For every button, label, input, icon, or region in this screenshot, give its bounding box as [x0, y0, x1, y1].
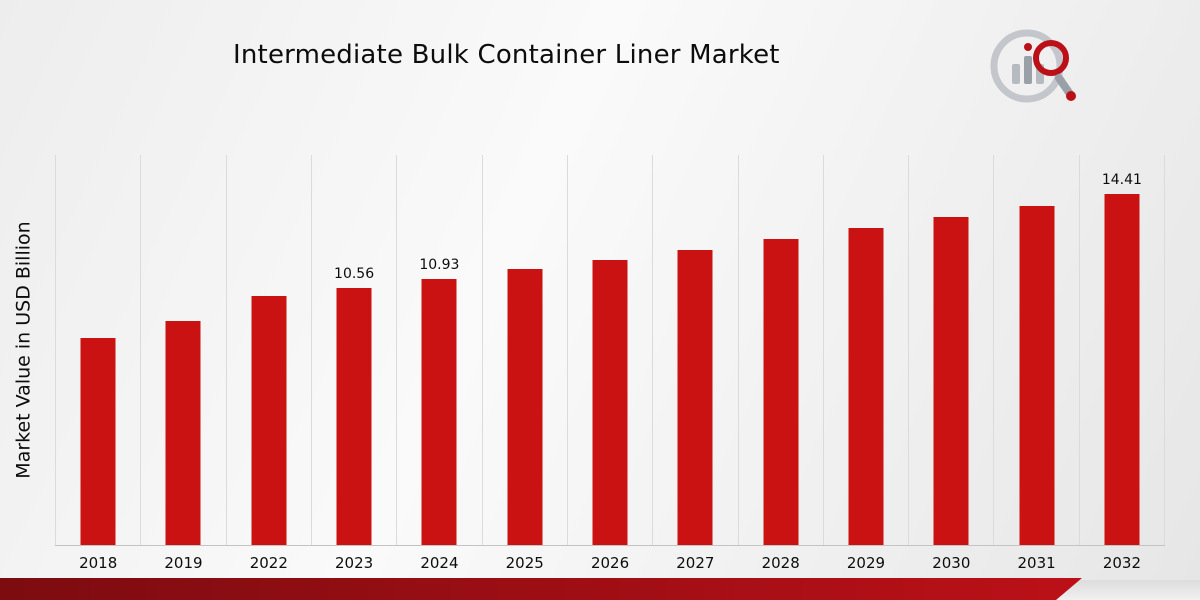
bar-column-2024: 10.93 2024: [396, 155, 481, 572]
y-axis-label-wrap: Market Value in USD Billion: [0, 155, 48, 545]
bar-2023: [336, 287, 372, 545]
bar-2032: [1104, 193, 1140, 545]
bar-2018: [80, 337, 116, 545]
bar-column-2028: 2028: [737, 155, 823, 572]
bar-2027: [677, 249, 713, 545]
bar-value-label-2032: 14.41: [1101, 171, 1142, 188]
x-tick-2032: 2032: [1102, 554, 1141, 572]
x-tick-2023: 2023: [335, 554, 374, 572]
footer-ribbon-red: [0, 578, 1082, 600]
bar-column-2030: 2030: [908, 155, 993, 572]
bar-2024: [421, 278, 457, 545]
x-tick-2025: 2025: [505, 554, 544, 572]
bar-2029: [848, 228, 884, 545]
bar-column-2022: 2022: [225, 155, 311, 572]
x-tick-2022: 2022: [249, 554, 288, 572]
bar-column-2029: 2029: [822, 155, 908, 572]
plot-area: 2018 2019 2022 10.56 2023 10.93 2024 2025 2026 20…: [55, 155, 1166, 572]
bar-2031: [1019, 205, 1055, 545]
bar-2028: [763, 239, 799, 545]
bar-2026: [592, 259, 628, 545]
bar-2022: [251, 296, 287, 545]
bar-column-2031: 2031: [993, 155, 1078, 572]
bar-column-2018: 2018: [55, 155, 140, 572]
x-tick-2030: 2030: [932, 554, 971, 572]
bar-2025: [507, 269, 543, 545]
bar-column-2023: 10.56 2023: [310, 155, 396, 572]
bar-column-2027: 2027: [652, 155, 737, 572]
bar-column-2026: 2026: [566, 155, 652, 572]
x-tick-2019: 2019: [164, 554, 203, 572]
x-tick-2029: 2029: [846, 554, 886, 572]
magnifier-bars-logo-icon: [990, 29, 1076, 103]
bar-column-2025: 2025: [481, 155, 567, 572]
x-tick-2018: 2018: [79, 554, 118, 572]
brand-logo: [985, 22, 1085, 114]
bar-value-label-2024: 10.93: [419, 256, 460, 273]
x-tick-2026: 2026: [590, 554, 630, 572]
x-tick-2031: 2031: [1017, 554, 1056, 572]
bar-2030: [933, 217, 969, 545]
chart-title: Intermediate Bulk Container Liner Market: [233, 40, 780, 70]
x-tick-2027: 2027: [676, 554, 715, 572]
x-tick-2028: 2028: [761, 554, 800, 572]
bar-value-label-2023: 10.56: [334, 265, 375, 282]
bar-column-2019: 2019: [140, 155, 225, 572]
x-tick-2024: 2024: [420, 554, 459, 572]
bar-2019: [165, 320, 201, 545]
y-axis-label: Market Value in USD Billion: [13, 221, 36, 479]
bar-column-2032: 14.41 2032: [1078, 155, 1166, 572]
